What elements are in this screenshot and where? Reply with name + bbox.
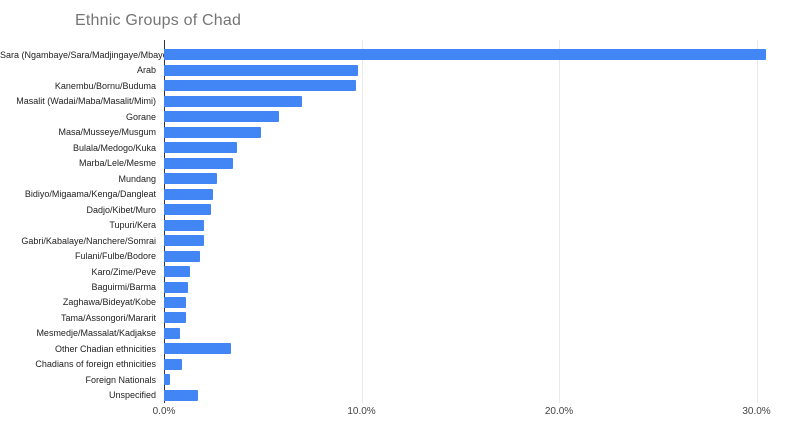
table-row: Gorane [0,109,801,124]
table-row: Mesmedje/Massalat/Kadjakse [0,326,801,341]
category-label: Gorane [125,111,156,122]
bar[interactable] [164,281,188,293]
category-label: Mundang [118,173,156,184]
category-label: Tupuri/Kera [109,220,156,231]
category-label: Baguirmi/Barma [91,282,156,292]
bar[interactable] [164,126,261,138]
bar[interactable] [164,250,200,262]
bar[interactable] [164,80,356,92]
table-row: Foreign Nationals [0,372,801,387]
table-row: Fulani/Fulbe/Bodore [0,248,801,263]
table-row: Bulala/Medogo/Kuka [0,140,801,155]
table-row: Dadjo/Kibet/Muro [0,202,801,217]
category-label: Marba/Lele/Mesme [78,158,156,169]
category-label: Fulani/Fulbe/Bodore [74,251,156,262]
table-row: Chadians of foreign ethnicities [0,357,801,372]
bars-container: Sara (Ngambaye/Sara/Madjingaye/Mbaye) Ara… [0,47,801,403]
bar[interactable] [164,219,204,231]
bar[interactable] [164,374,170,386]
category-label: Masa/Musseye/Musgum [58,127,156,138]
table-row: Baguirmi/Barma [0,279,801,294]
table-row: Karo/Zime/Peve [0,264,801,279]
table-row: Sara (Ngambaye/Sara/Madjingaye/Mbaye) [0,47,801,62]
bar[interactable] [164,173,218,185]
x-tick-label: 30.0% [742,406,771,417]
x-tick-label: 10.0% [347,406,376,417]
category-label: Other Chadian ethnicities [54,343,156,354]
category-label: Chadians of foreign ethnicities [35,359,156,370]
table-row: Tama/Assongori/Mararit [0,310,801,325]
bar[interactable] [164,266,190,278]
category-label: Sara (Ngambaye/Sara/Madjingaye/Mbaye) [0,49,171,60]
table-row: Bidiyo/Migaama/Kenga/Dangleat [0,186,801,201]
bar[interactable] [164,142,238,154]
table-row: Mundang [0,171,801,186]
category-label: Karo/Zime/Peve [91,266,156,277]
table-row: Kanembu/Bornu/Buduma [0,78,801,93]
category-label: Masalit (Wadai/Maba/Masalit/Mimi) [16,96,156,107]
gridline [559,40,560,403]
bar[interactable] [164,312,186,324]
bar[interactable] [164,204,212,216]
bar[interactable] [164,327,180,339]
bar[interactable] [164,343,232,355]
category-label: Zaghawa/Bideyat/Kobe [62,297,156,308]
category-label: Mesmedje/Massalat/Kadjakse [36,328,156,339]
x-tick-label: 20.0% [544,406,574,417]
x-tick-label: 0.0% [152,406,176,417]
category-label: Foreign Nationals [85,374,156,385]
bar[interactable] [164,111,279,123]
chart-title: Ethnic Groups of Chad [75,12,242,29]
table-row: Gabri/Kabalaye/Nanchere/Somrai [0,233,801,248]
x-axis: 0.0% 10.0% 20.0% 30.0% [0,406,801,420]
gridline [361,40,363,403]
bar[interactable] [164,157,234,169]
table-row: Masa/Musseye/Musgum [0,124,801,139]
bar[interactable] [164,95,303,107]
table-row: Masalit (Wadai/Maba/Masalit/Mimi) [0,93,801,108]
bar[interactable] [164,49,767,61]
table-row: Unspecified [0,388,801,403]
bar[interactable] [164,235,204,247]
table-row: Arab [0,62,801,77]
table-row: Zaghawa/Bideyat/Kobe [0,295,801,310]
category-label: Dadjo/Kibet/Muro [86,204,156,215]
category-label: Tama/Assongori/Mararit [60,312,156,323]
bar[interactable] [164,64,358,76]
category-label: Gabri/Kabalaye/Nanchere/Somrai [21,235,156,246]
table-row: Marba/Lele/Mesme [0,155,801,170]
bar[interactable] [164,296,186,308]
category-label: Unspecified [108,390,156,401]
category-label: Bidiyo/Migaama/Kenga/Dangleat [24,189,156,200]
bar[interactable] [164,358,182,370]
bar[interactable] [164,188,214,200]
table-row: Tupuri/Kera [0,217,801,232]
table-row: Other Chadian ethnicities [0,341,801,356]
category-label: Arab [136,65,156,76]
bar[interactable] [164,389,198,401]
gridline [756,40,758,403]
category-label: Kanembu/Bornu/Buduma [54,80,156,91]
category-label: Bulala/Medogo/Kuka [72,142,156,153]
